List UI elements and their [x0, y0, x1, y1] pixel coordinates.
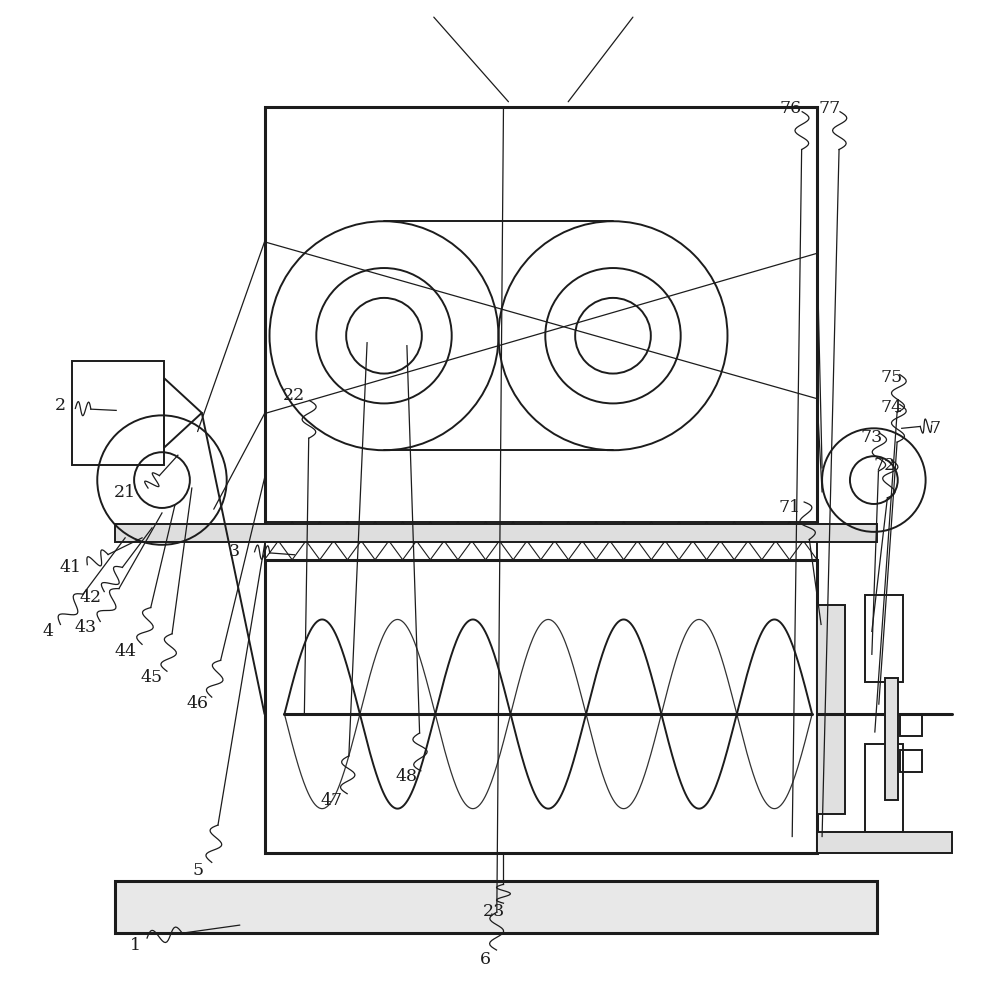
Text: 47: 47 [320, 792, 342, 809]
Bar [264, 107, 818, 525]
Text: 23: 23 [483, 903, 504, 920]
Text: 41: 41 [60, 559, 82, 576]
Bar [818, 605, 845, 814]
Bar [899, 750, 921, 772]
Text: 42: 42 [79, 589, 102, 606]
Text: 73: 73 [860, 429, 883, 446]
Text: 71: 71 [778, 499, 801, 516]
Bar [864, 595, 902, 682]
Text: 6: 6 [481, 951, 492, 968]
Text: 5: 5 [192, 862, 203, 879]
Bar [116, 524, 876, 542]
Text: 43: 43 [74, 619, 97, 636]
Text: 48: 48 [396, 768, 418, 785]
Bar [73, 361, 164, 465]
Text: 22: 22 [283, 387, 305, 404]
Bar [264, 522, 818, 560]
Bar [116, 881, 876, 933]
Text: 21: 21 [114, 484, 137, 501]
Text: 72: 72 [873, 457, 896, 474]
Bar [884, 678, 897, 800]
Text: 76: 76 [779, 100, 802, 117]
Text: 77: 77 [819, 100, 841, 117]
Bar [864, 744, 902, 832]
Bar [264, 560, 818, 853]
Text: 7: 7 [929, 420, 940, 437]
Text: 4: 4 [43, 623, 54, 640]
Bar [899, 714, 921, 736]
Text: 45: 45 [141, 669, 164, 686]
Text: 44: 44 [114, 643, 137, 660]
Text: 2: 2 [55, 397, 66, 414]
Text: 75: 75 [880, 369, 903, 386]
Text: 1: 1 [130, 937, 141, 954]
Text: 3: 3 [229, 543, 240, 560]
Bar [818, 832, 951, 853]
Text: 74: 74 [880, 399, 903, 416]
Text: 46: 46 [186, 695, 208, 712]
